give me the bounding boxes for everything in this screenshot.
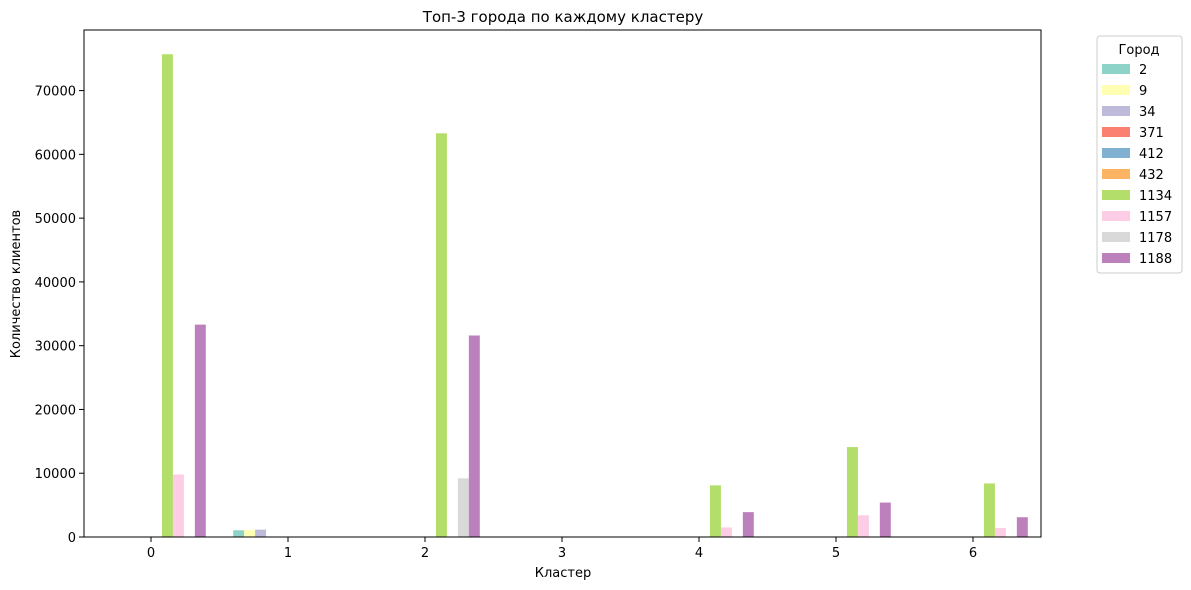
legend-swatch-34	[1102, 106, 1130, 116]
legend-label-432: 432	[1139, 168, 1164, 183]
legend-label-34: 34	[1139, 105, 1156, 120]
y-tick-label-20000: 20000	[35, 403, 76, 418]
legend-title: Город	[1118, 43, 1159, 58]
x-tick-label-0: 0	[147, 546, 155, 561]
bar-cluster-4-city-1134	[709, 485, 721, 537]
bars-group	[161, 54, 1028, 537]
x-tick-label-1: 1	[284, 546, 292, 561]
legend-swatch-9	[1102, 85, 1130, 95]
legend-swatch-1188	[1102, 253, 1130, 263]
bar-cluster-0-city-1188	[194, 324, 206, 537]
x-tick-label-6: 6	[969, 546, 977, 561]
legend-label-2: 2	[1139, 63, 1147, 78]
x-axis-title: Кластер	[535, 566, 591, 581]
x-tick-label-5: 5	[832, 546, 840, 561]
legend-swatch-1178	[1102, 232, 1130, 242]
legend-label-9: 9	[1139, 84, 1147, 99]
y-axis: 0 10000 20000 30000 40000 50000 60000 70000	[35, 85, 84, 546]
y-tick-label-0: 0	[68, 531, 76, 546]
bar-cluster-6-city-1134	[983, 483, 995, 537]
bar-cluster-6-city-1157	[994, 528, 1006, 537]
bar-cluster-5-city-1188	[879, 502, 891, 537]
bar-cluster-4-city-1188	[742, 512, 754, 537]
bar-cluster-6-city-1188	[1016, 517, 1028, 537]
y-tick-label-10000: 10000	[35, 467, 76, 482]
legend-swatch-432	[1102, 169, 1130, 179]
bar-cluster-5-city-1134	[846, 447, 858, 537]
y-tick-label-40000: 40000	[35, 276, 76, 291]
legend-label-1188: 1188	[1139, 252, 1172, 267]
legend-swatch-1157	[1102, 211, 1130, 221]
bar-cluster-2-city-1178	[457, 478, 469, 537]
bar-cluster-2-city-1134	[435, 133, 447, 537]
y-axis-title: Количество клиентов	[9, 210, 24, 358]
legend-items: 2 9 34 371 412 432 1134 1157 1178 1188	[1102, 63, 1172, 267]
bar-cluster-5-city-1157	[857, 515, 869, 537]
bar-cluster-1-city-34	[255, 529, 267, 537]
y-tick-label-50000: 50000	[35, 212, 76, 227]
legend-label-371: 371	[1139, 126, 1164, 141]
bar-cluster-0-city-1134	[161, 54, 173, 537]
x-tick-label-2: 2	[421, 546, 429, 561]
bar-cluster-2-city-1188	[468, 335, 480, 537]
legend-label-1134: 1134	[1139, 189, 1172, 204]
x-tick-label-3: 3	[558, 546, 566, 561]
legend-label-1157: 1157	[1139, 210, 1172, 225]
y-tick-label-60000: 60000	[35, 148, 76, 163]
bar-cluster-1-city-9	[244, 529, 256, 537]
legend-label-1178: 1178	[1139, 231, 1172, 246]
bar-cluster-4-city-1157	[720, 527, 732, 537]
legend-swatch-1134	[1102, 190, 1130, 200]
y-tick-label-70000: 70000	[35, 85, 76, 100]
y-tick-label-30000: 30000	[35, 340, 76, 355]
x-tick-label-4: 4	[695, 546, 703, 561]
legend-swatch-2	[1102, 64, 1130, 74]
bar-cluster-0-city-1157	[172, 474, 184, 537]
bar-cluster-1-city-2	[233, 530, 245, 537]
x-axis: 0 1 2 3 4 5 6	[147, 537, 977, 561]
legend-swatch-371	[1102, 127, 1130, 137]
legend-swatch-412	[1102, 148, 1130, 158]
legend: Город 2 9 34 371 412 432 1134 1157 1178 1188	[1096, 35, 1183, 274]
legend-label-412: 412	[1139, 147, 1164, 162]
plot-area	[83, 29, 1042, 538]
plot-frame	[83, 29, 1042, 538]
chart-title: Топ-3 города по каждому кластеру	[422, 8, 704, 26]
